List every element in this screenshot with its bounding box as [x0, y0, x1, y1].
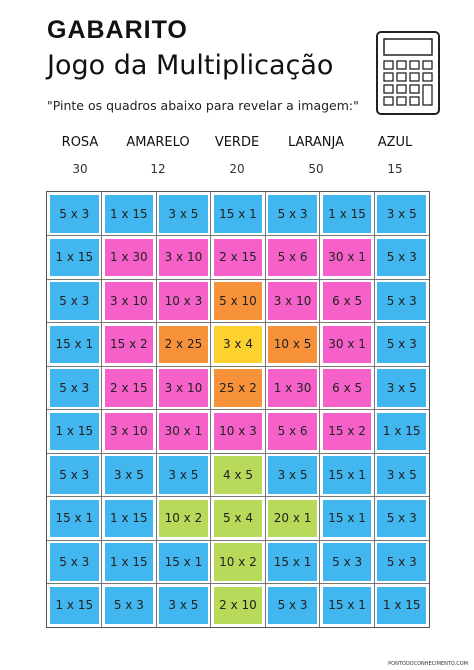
cell: 2 x 25	[159, 325, 208, 363]
cell: 10 x 3	[159, 282, 208, 320]
footer: PONTODOCONHECIMENTO.COM	[388, 661, 468, 667]
grid-line	[47, 235, 429, 236]
cell: 5 x 3	[268, 195, 317, 233]
cell: 3 x 10	[104, 282, 154, 320]
cell: 1 x 15	[104, 499, 154, 537]
cell: 2 x 15	[213, 238, 263, 276]
cell: 3 x 5	[159, 456, 208, 494]
cell: 1 x 15	[377, 586, 426, 624]
cell: 15 x 1	[50, 325, 99, 363]
legend-label: VERDE	[214, 135, 260, 150]
legend-label: LARANJA	[287, 135, 345, 150]
cell: 10 x 3	[213, 412, 263, 450]
grid-line	[47, 365, 429, 367]
cell: 3 x 10	[159, 238, 208, 276]
cell: 5 x 3	[377, 325, 426, 363]
cell: 10 x 5	[268, 325, 317, 363]
cell: 5 x 6	[268, 412, 317, 450]
calculator-icon	[376, 31, 440, 115]
cell: 6 x 5	[322, 369, 372, 407]
cell: 1 x 15	[50, 238, 99, 276]
cell: 2 x 10	[213, 586, 263, 624]
cell: 5 x 3	[50, 369, 99, 407]
cell: 3 x 5	[377, 369, 426, 407]
grid-line	[47, 583, 429, 584]
grid-line	[47, 496, 429, 497]
cell: 3 x 10	[268, 282, 317, 320]
cell: 3 x 5	[268, 456, 317, 494]
legend-value: 12	[150, 162, 166, 176]
cell: 1 x 15	[50, 586, 99, 624]
cell: 5 x 3	[50, 282, 99, 320]
legend-label: ROSA	[61, 135, 99, 150]
cell: 15 x 1	[268, 543, 317, 581]
cell: 1 x 15	[322, 195, 372, 233]
legend-value: 50	[308, 162, 324, 176]
cell: 10 x 2	[159, 499, 208, 537]
cell: 15 x 1	[322, 499, 372, 537]
grid-line	[47, 278, 429, 280]
cell: 3 x 5	[159, 195, 208, 233]
cell: 15 x 1	[213, 195, 263, 233]
cell: 1 x 15	[377, 412, 426, 450]
cell: 1 x 15	[104, 195, 154, 233]
cell: 4 x 5	[213, 456, 263, 494]
legend-value: 20	[229, 162, 245, 176]
grid-line	[47, 452, 429, 454]
cell: 15 x 1	[159, 543, 208, 581]
cell: 5 x 3	[104, 586, 154, 624]
cell: 15 x 1	[322, 586, 372, 624]
legend-label: AMARELO	[126, 135, 190, 150]
cell: 15 x 2	[104, 325, 154, 363]
cell: 1 x 30	[104, 238, 154, 276]
legend-label: AZUL	[377, 135, 413, 150]
cell: 5 x 3	[377, 282, 426, 320]
title: GABARITO	[47, 16, 188, 44]
grid-line	[47, 409, 429, 410]
cell: 3 x 5	[377, 195, 426, 233]
cell: 5 x 3	[268, 586, 317, 624]
cell: 15 x 2	[322, 412, 372, 450]
cell: 1 x 15	[50, 412, 99, 450]
legend-value: 30	[72, 162, 88, 176]
cell: 5 x 3	[322, 543, 372, 581]
cell: 5 x 4	[213, 499, 263, 537]
cell: 1 x 30	[268, 369, 317, 407]
cell: 10 x 2	[213, 543, 263, 581]
legend-value: 15	[387, 162, 403, 176]
cell: 5 x 3	[377, 499, 426, 537]
cell: 15 x 1	[322, 456, 372, 494]
cell: 30 x 1	[322, 325, 372, 363]
cell: 5 x 3	[377, 543, 426, 581]
cell: 30 x 1	[159, 412, 208, 450]
cell: 25 x 2	[213, 369, 263, 407]
cell: 1 x 15	[104, 543, 154, 581]
cell: 3 x 4	[213, 325, 263, 363]
cell: 5 x 3	[50, 195, 99, 233]
cell: 5 x 10	[213, 282, 263, 320]
grid-line	[47, 322, 429, 323]
cell: 2 x 15	[104, 369, 154, 407]
cell: 5 x 3	[50, 543, 99, 581]
cell: 5 x 3	[377, 238, 426, 276]
grid-line	[47, 539, 429, 541]
cell: 3 x 10	[104, 412, 154, 450]
cell: 15 x 1	[50, 499, 99, 537]
cell: 30 x 1	[322, 238, 372, 276]
cell: 3 x 5	[104, 456, 154, 494]
cell: 20 x 1	[268, 499, 317, 537]
cell: 5 x 3	[50, 456, 99, 494]
cell: 6 x 5	[322, 282, 372, 320]
instruction: "Pinte os quadros abaixo para revelar a …	[47, 98, 359, 113]
cell: 3 x 5	[159, 586, 208, 624]
cell: 3 x 5	[377, 456, 426, 494]
cell: 3 x 10	[159, 369, 208, 407]
cell: 5 x 6	[268, 238, 317, 276]
subtitle: Jogo da Multiplicação	[47, 50, 334, 81]
